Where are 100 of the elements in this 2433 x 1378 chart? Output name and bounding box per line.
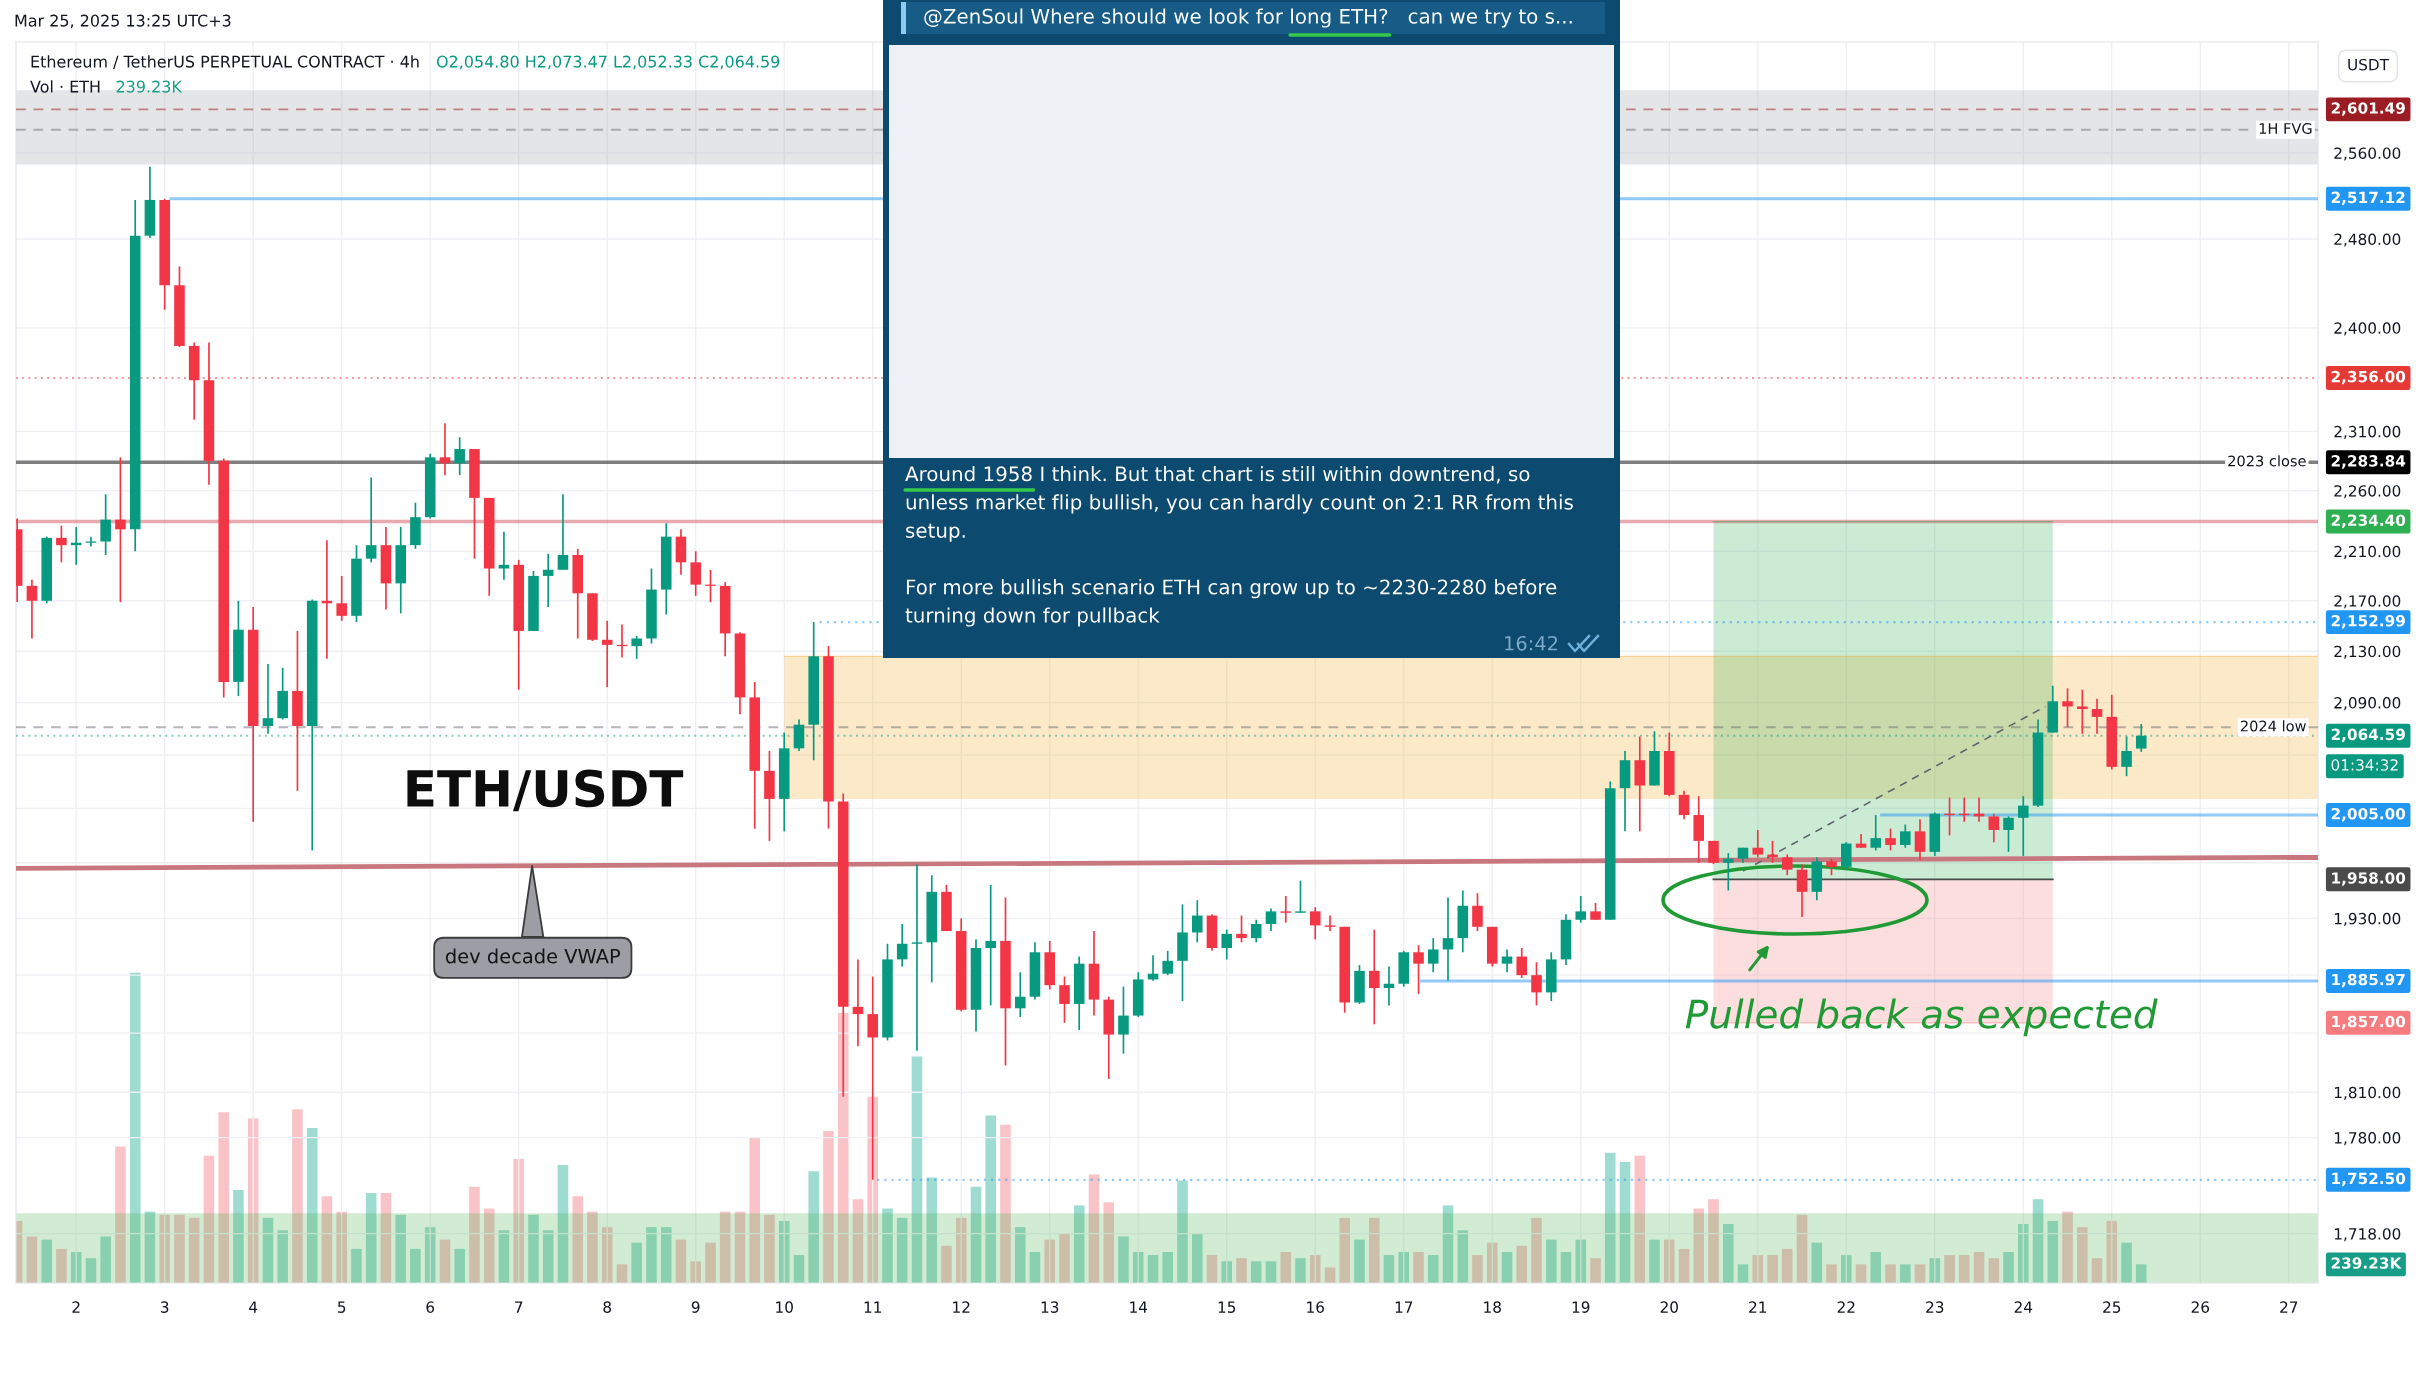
bar <box>719 1211 731 1283</box>
x-tick-label: 2 <box>72 1301 80 1313</box>
annotation: 2023 close <box>2228 455 2306 467</box>
bar <box>1147 1255 1159 1283</box>
candlestick <box>557 493 569 571</box>
x-tick-label: 17 <box>1395 1301 1413 1313</box>
x-tick-label: 10 <box>776 1301 793 1313</box>
candlestick <box>1059 975 1070 1024</box>
candlestick <box>1575 895 1587 924</box>
candlestick <box>631 635 642 660</box>
bar <box>115 1146 126 1283</box>
candlestick <box>1870 814 1882 852</box>
bar <box>1634 1155 1646 1283</box>
bar <box>85 1258 97 1283</box>
candlestick <box>1250 918 1262 944</box>
bar <box>1265 1261 1277 1283</box>
candlestick <box>1472 892 1483 932</box>
candlestick <box>1840 841 1852 871</box>
bar <box>1501 1251 1513 1283</box>
candlestick <box>1885 827 1896 852</box>
bar <box>1870 1251 1882 1283</box>
bar <box>1044 1239 1056 1283</box>
ref-line-label: 2,064.59 <box>2331 728 2405 743</box>
candlestick <box>498 530 510 581</box>
bar <box>498 1230 510 1283</box>
bar <box>941 1245 952 1283</box>
bar <box>2091 1258 2103 1283</box>
bar <box>1250 1261 1262 1283</box>
x-tick-label: 9 <box>691 1301 700 1313</box>
candlestick <box>2062 687 2073 729</box>
bar <box>572 1196 584 1283</box>
bar <box>911 1056 923 1283</box>
annotation: 239.23K <box>116 80 183 93</box>
candlestick <box>1324 914 1336 932</box>
bar <box>1295 1258 1306 1283</box>
candlestick <box>1914 818 1926 861</box>
candlestick <box>985 884 996 1007</box>
candlestick <box>601 620 613 688</box>
y-tick-label: 2,170.00 <box>2334 595 2401 609</box>
bar <box>1988 1258 2000 1283</box>
text: @ZenSoul Where should we look for long ETH? can we try to s... <box>924 8 1572 28</box>
x-tick-label: 22 <box>1837 1301 1855 1313</box>
bar <box>1796 1214 1808 1283</box>
bar <box>631 1242 642 1283</box>
bar <box>1723 1224 1734 1283</box>
candlestick <box>1900 823 1911 849</box>
bar <box>1546 1239 1557 1283</box>
bar <box>292 1109 303 1283</box>
candlestick <box>1781 853 1793 877</box>
text: 239.23K <box>2331 1257 2402 1269</box>
bar <box>1914 1264 1926 1283</box>
bar <box>823 1130 834 1283</box>
bar <box>616 1264 628 1283</box>
annotation: 2024 low <box>2240 720 2306 732</box>
ref-line-label: 2,283.84 <box>2331 455 2406 469</box>
bar <box>2017 1224 2029 1283</box>
y-axis-title: USDT <box>2348 58 2390 71</box>
bar <box>1560 1251 1572 1283</box>
y-tick-label: 2,130.00 <box>2334 645 2401 659</box>
bar <box>336 1211 347 1283</box>
bar <box>469 1186 480 1283</box>
candlestick <box>2121 735 2132 777</box>
candlestick <box>1309 906 1321 941</box>
bar <box>1309 1255 1321 1283</box>
bar <box>1708 1199 1719 1283</box>
bar <box>660 1227 672 1283</box>
bar <box>1383 1255 1395 1283</box>
text: 1,958.00 <box>2332 872 2406 886</box>
bar <box>1029 1251 1041 1283</box>
bar <box>1103 1202 1115 1283</box>
x-tick-label: 27 <box>2280 1301 2298 1313</box>
bar <box>1649 1239 1660 1283</box>
candlestick <box>1516 947 1528 979</box>
bar <box>277 1230 288 1283</box>
bar <box>2077 1227 2088 1283</box>
bar <box>1280 1251 1292 1283</box>
bar <box>1929 1258 1941 1283</box>
bar <box>262 1217 274 1283</box>
bar <box>852 1199 864 1283</box>
bar <box>2121 1242 2132 1283</box>
bar <box>1191 1233 1203 1283</box>
candlestick <box>2017 795 2029 857</box>
bar <box>926 1177 938 1283</box>
bar <box>1885 1264 1896 1283</box>
bar <box>439 1239 451 1283</box>
bar <box>1840 1255 1852 1283</box>
annotation: 1H FVG <box>2259 122 2312 134</box>
bar <box>1958 1255 1970 1283</box>
x-tick-label: 21 <box>1749 1301 1767 1313</box>
bar <box>1973 1251 1985 1283</box>
candlestick <box>115 456 126 603</box>
bar <box>380 1193 392 1283</box>
bar <box>896 1217 908 1283</box>
ref-line-label: 2,601.49 <box>2331 102 2405 116</box>
bar <box>2062 1211 2073 1283</box>
candlestick <box>793 718 805 752</box>
data-label: 1,752.50 <box>2332 1172 2406 1187</box>
bar <box>1900 1264 1911 1283</box>
bar <box>793 1255 805 1283</box>
candlestick <box>2135 723 2147 753</box>
